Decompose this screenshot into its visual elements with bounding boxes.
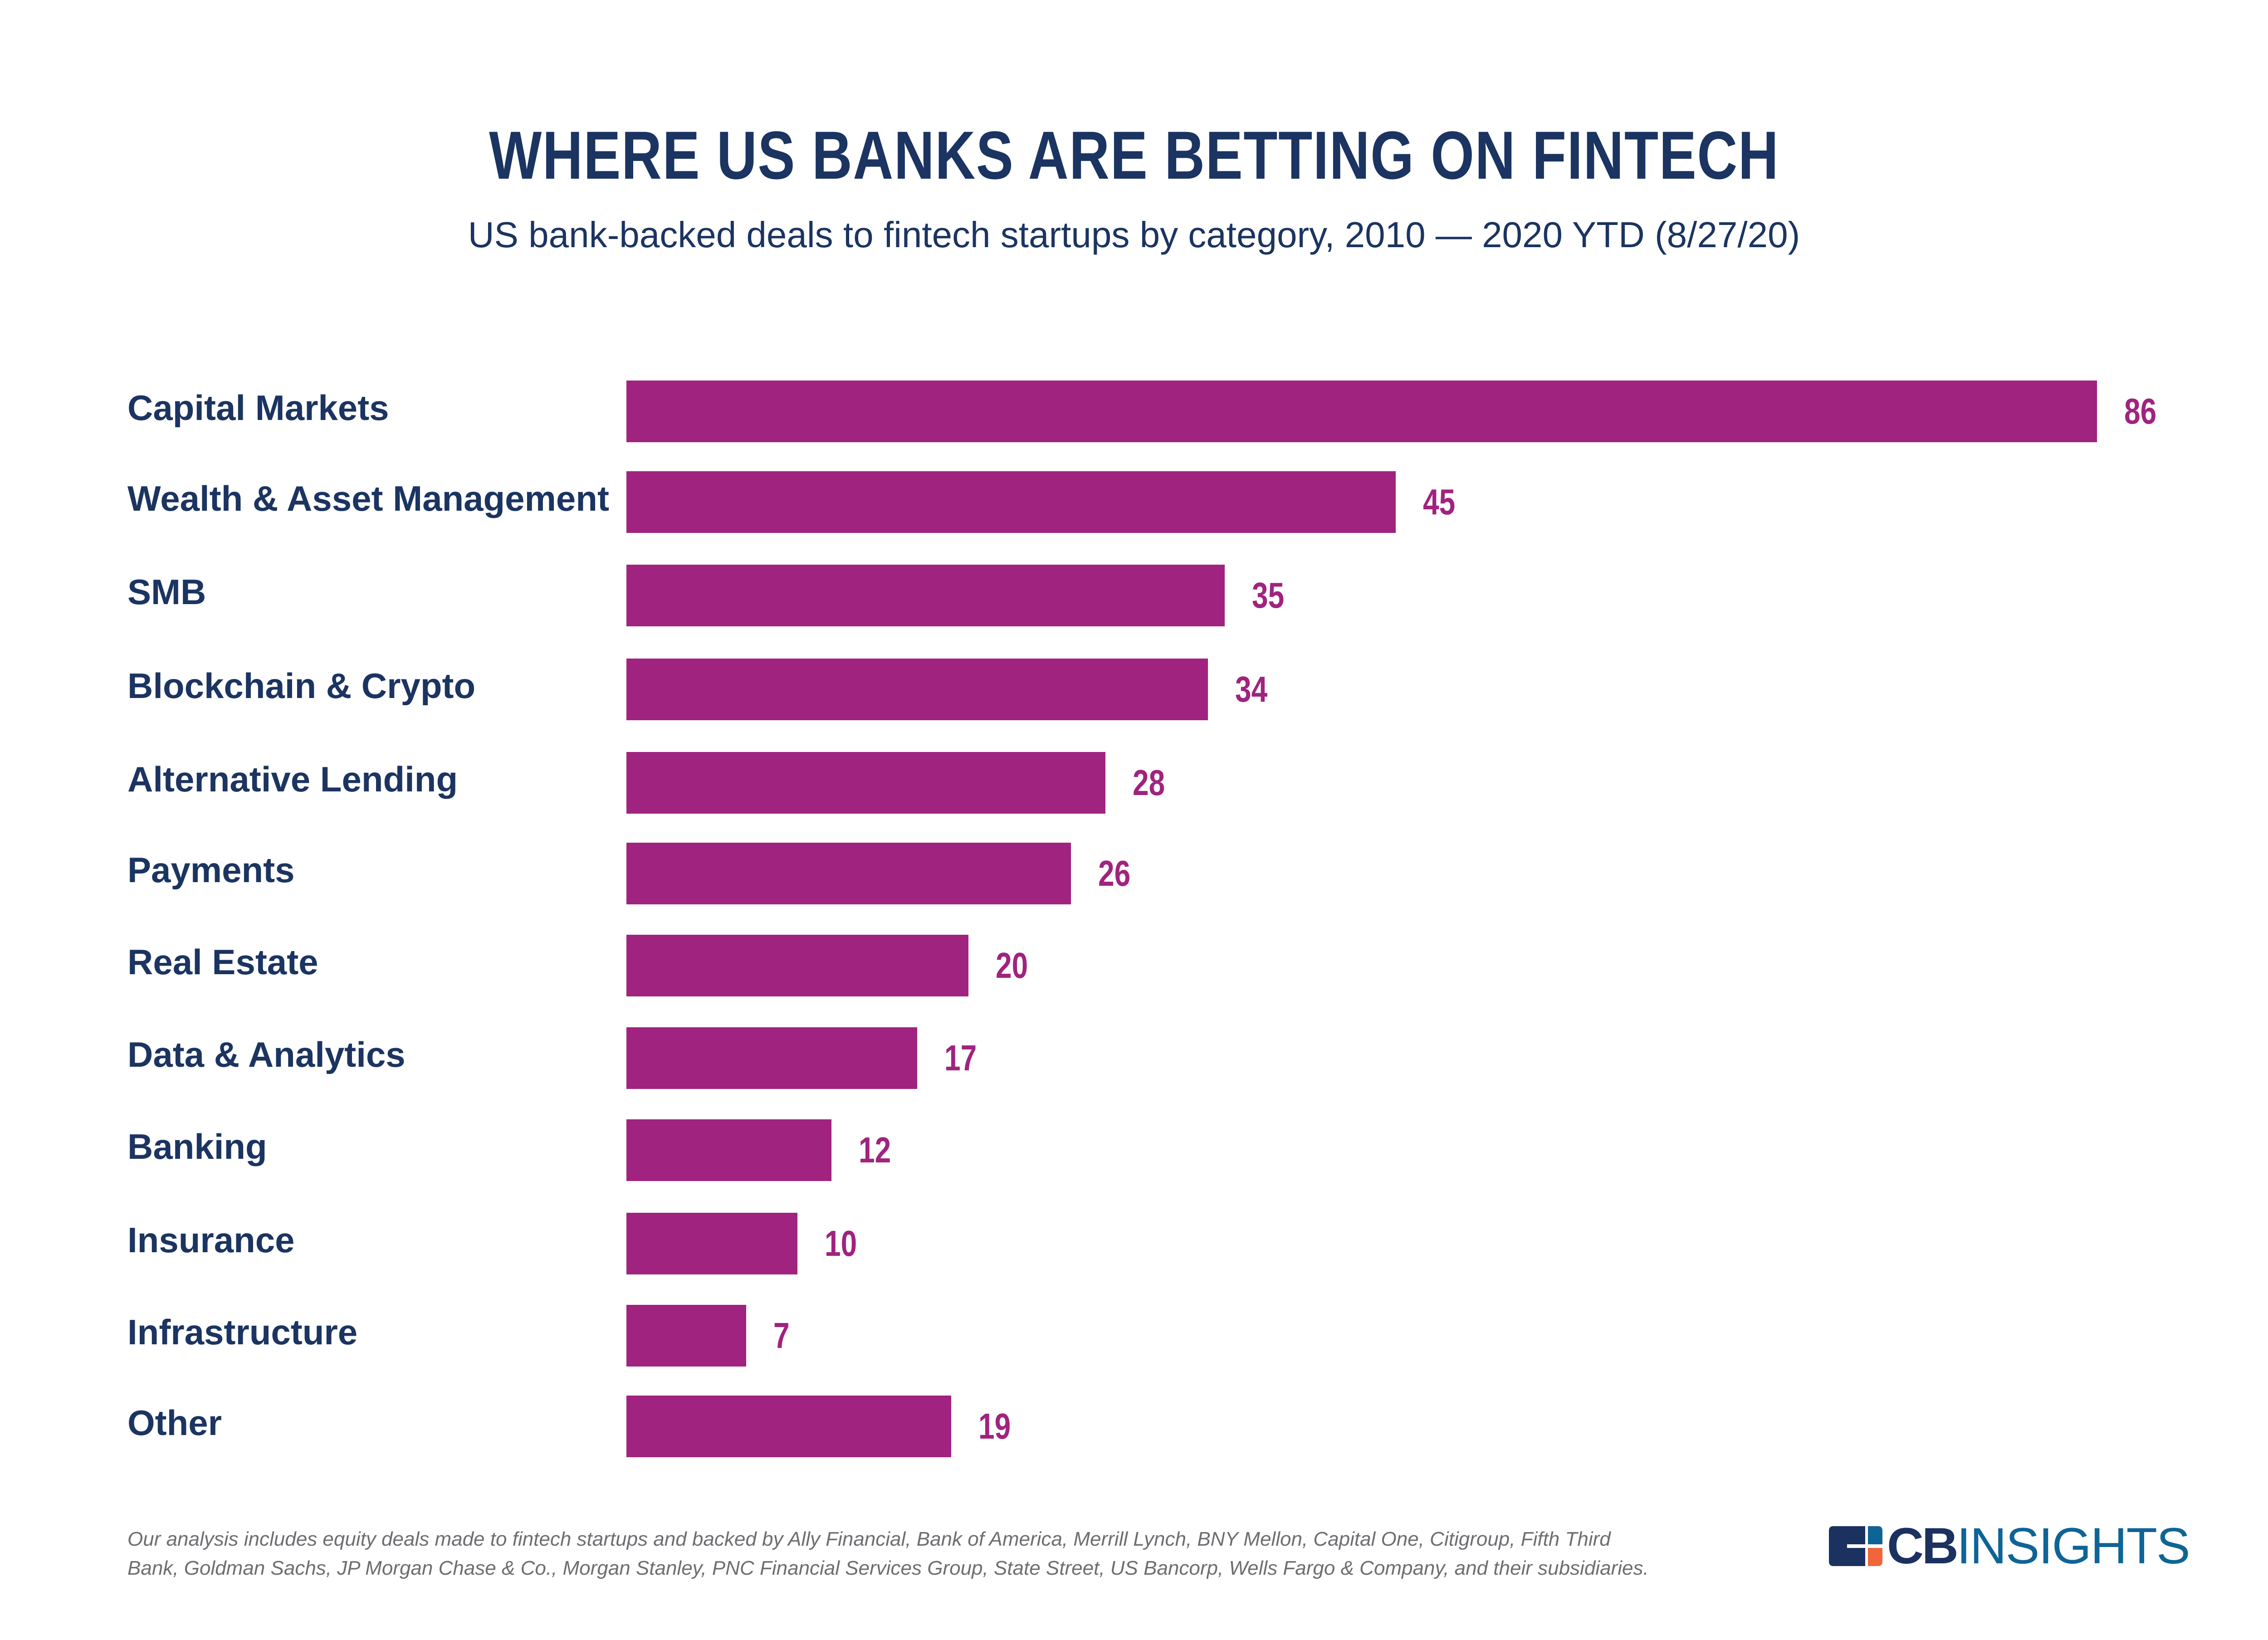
logo-text-cb: CB [1887, 1518, 1959, 1574]
value-label: 10 [825, 1213, 865, 1274]
value-label-text: 10 [824, 1223, 857, 1264]
value-label: 19 [978, 1396, 1019, 1457]
bar [626, 843, 1071, 904]
value-label: 28 [1133, 752, 1173, 814]
bar-row: Infrastructure 7 [0, 1305, 2268, 1367]
category-label: Real Estate [127, 942, 318, 982]
value-label-text: 35 [1252, 575, 1285, 615]
value-label: 86 [2124, 381, 2165, 442]
bar-row: Payments 26 [0, 843, 2268, 904]
category-label: Wealth & Asset Management [127, 478, 609, 518]
logo-text-insights: INSIGHTS [1956, 1518, 2190, 1574]
bar [626, 1027, 917, 1089]
bar-row: Data & Analytics 17 [0, 1027, 2268, 1089]
value-label-text: 12 [859, 1130, 891, 1170]
bar-row: Capital Markets 86 [0, 381, 2268, 442]
category-label: SMB [127, 572, 206, 612]
category-label: Data & Analytics [127, 1035, 406, 1074]
bar-row: Other 19 [0, 1396, 2268, 1457]
bar-row: Real Estate 20 [0, 935, 2268, 996]
value-label-text: 45 [1423, 482, 1456, 522]
footnote-line-2: Bank, Goldman Sachs, JP Morgan Chase & C… [127, 1557, 1649, 1579]
cb-insights-logo-mark-icon [1829, 1526, 1882, 1566]
value-label-text: 7 [773, 1315, 790, 1356]
cb-insights-logo: CBINSIGHTS [1829, 1521, 2190, 1572]
bar [626, 565, 1225, 626]
value-label-text: 17 [944, 1038, 977, 1078]
category-label: Banking [127, 1127, 267, 1167]
value-label-text: 19 [978, 1406, 1011, 1446]
category-label: Payments [127, 850, 295, 890]
category-label: Infrastructure [127, 1312, 358, 1352]
category-label: Blockchain & Crypto [127, 666, 476, 706]
bar [626, 659, 1208, 720]
bar [626, 1119, 832, 1181]
bar-row: Wealth & Asset Management 45 [0, 471, 2268, 533]
value-label-text: 20 [995, 945, 1028, 986]
bar [626, 1396, 952, 1457]
bar [626, 935, 968, 996]
value-label-text: 34 [1235, 669, 1267, 709]
value-label-text: 28 [1132, 762, 1165, 803]
bar-row: Banking 12 [0, 1119, 2268, 1181]
value-label-text: 86 [2124, 391, 2157, 431]
chart-subtitle: US bank-backed deals to fintech startups… [468, 215, 1800, 255]
logo-wordmark: CBINSIGHTS [1887, 1521, 2190, 1572]
bar [626, 471, 1396, 533]
bar-row: Alternative Lending 28 [0, 752, 2268, 814]
bar-row: SMB 35 [0, 565, 2268, 626]
value-label: 7 [773, 1305, 794, 1367]
value-label-text: 26 [1098, 853, 1131, 893]
value-label: 45 [1423, 471, 1463, 533]
value-label: 12 [859, 1119, 899, 1181]
category-label: Other [127, 1403, 222, 1443]
value-label: 17 [944, 1027, 985, 1089]
bar [626, 1305, 746, 1367]
footnote-line-1: Our analysis includes equity deals made … [127, 1528, 1611, 1550]
value-label: 20 [996, 935, 1036, 996]
bar [626, 752, 1105, 814]
bar-row: Blockchain & Crypto 34 [0, 659, 2268, 720]
value-label: 35 [1252, 565, 1292, 626]
value-label: 26 [1098, 843, 1139, 904]
chart-title-text: WHERE US BANKS ARE BETTING ON FINTECH [489, 117, 1779, 193]
category-label: Alternative Lending [127, 759, 458, 799]
footnote: Our analysis includes equity deals made … [127, 1525, 1760, 1583]
value-label: 34 [1235, 659, 1276, 720]
bar [626, 381, 2097, 442]
chart-title: WHERE US BANKS ARE BETTING ON FINTECH [0, 119, 2268, 191]
category-label: Insurance [127, 1220, 295, 1260]
bar-row: Insurance 10 [0, 1213, 2268, 1274]
category-label: Capital Markets [127, 388, 389, 428]
bar [626, 1213, 797, 1274]
